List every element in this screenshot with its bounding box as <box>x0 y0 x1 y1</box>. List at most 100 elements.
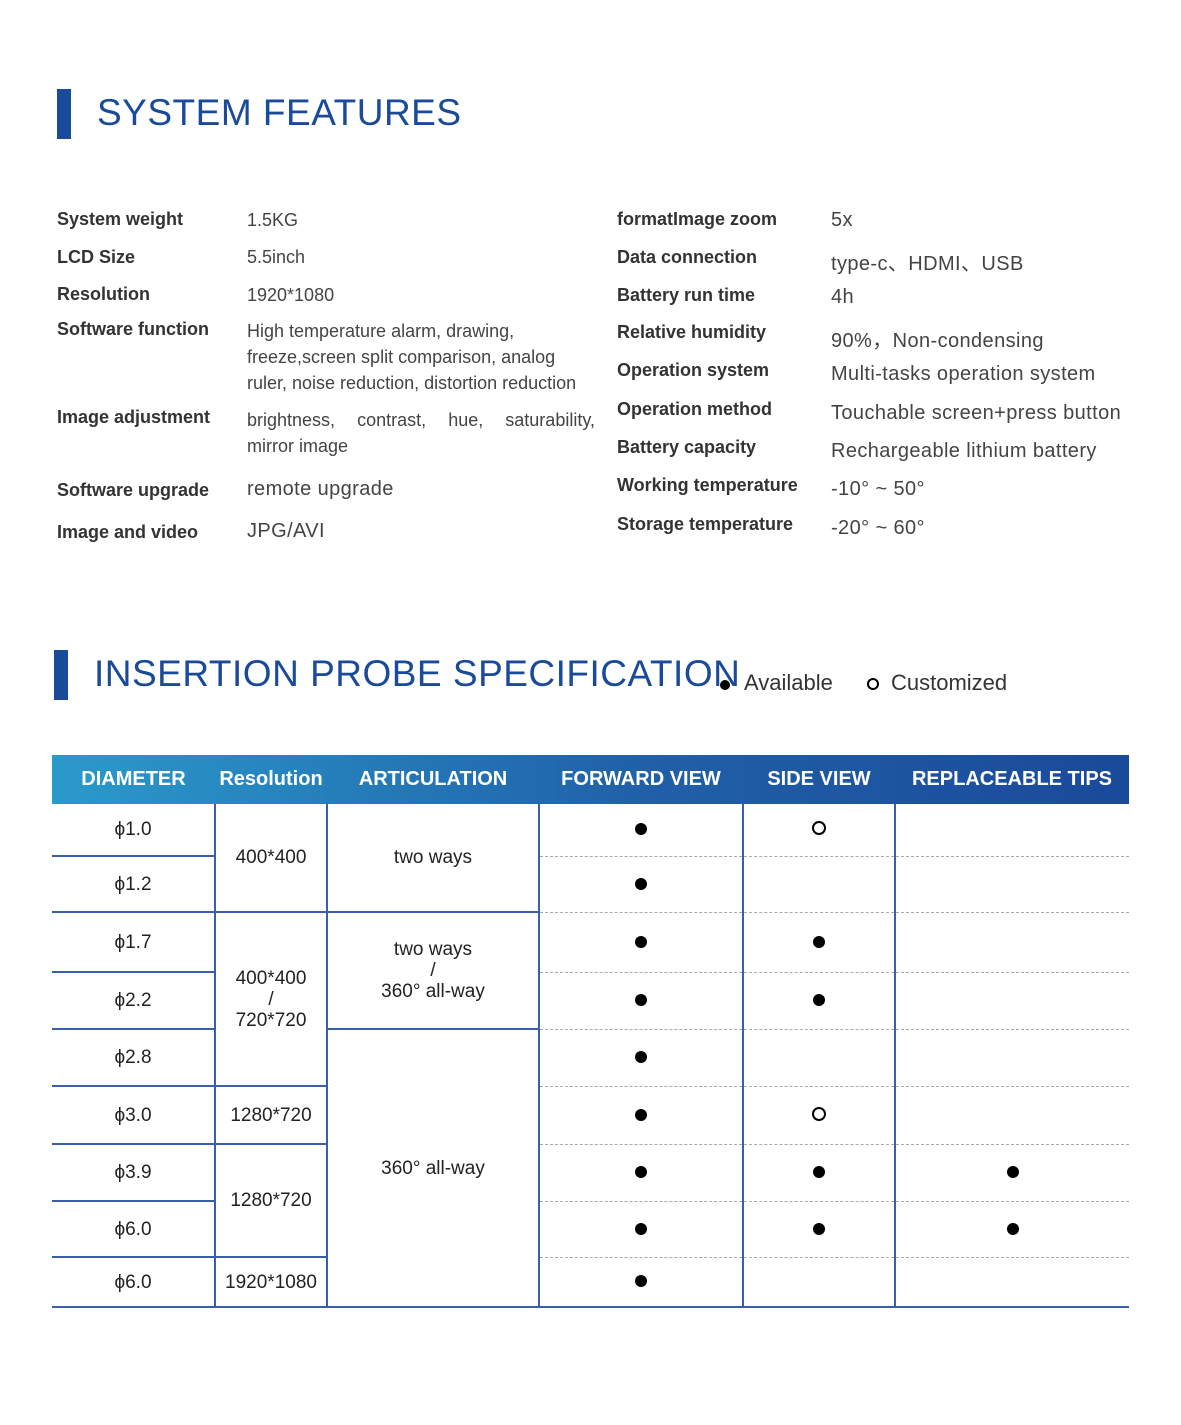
diameter-cell: ϕ3.0 <box>52 1086 215 1145</box>
feature-label: Software function <box>57 319 209 339</box>
articulation-line: 360° all-way <box>381 981 485 1002</box>
table-row: ϕ1.7 400*400/720*720 two ways/360° all-way <box>52 912 1129 1087</box>
filled-dot-icon <box>635 1166 647 1178</box>
feature-label: Battery run time <box>617 285 756 305</box>
table-row: ϕ2.2 <box>52 972 1129 1030</box>
side-view-cell <box>742 912 896 973</box>
feature-value: 1.5KG <box>247 210 299 230</box>
feature-label: Data connection <box>617 247 758 267</box>
feature-label: Relative humidity <box>617 322 767 342</box>
side-view-cell <box>742 1029 896 1087</box>
table-row: ϕ1.0 400*400 two ways <box>52 804 1129 913</box>
table-header-row: DIAMETER Resolution ARTICULATION FORWARD… <box>52 755 1129 804</box>
forward-view-cell <box>539 912 743 973</box>
feature-value: High temperature alarm, drawing, freeze,… <box>247 321 577 393</box>
resolution-line: 1280*720 <box>230 1190 312 1211</box>
section-accent-bar <box>57 89 71 139</box>
articulation-cell: two ways/360° all-way <box>326 912 540 1030</box>
probe-spec-title: INSERTION PROBE SPECIFICATION <box>94 653 741 694</box>
table-row: ϕ3.9 1280*720 <box>52 1144 1129 1258</box>
column-header: ARTICULATION <box>358 768 508 790</box>
diameter-cell: ϕ6.0 <box>52 1201 215 1258</box>
feature-label: Resolution <box>57 284 150 304</box>
feature-label: Image adjustment <box>57 407 211 427</box>
articulation-cell: 360° all-way <box>326 1029 540 1308</box>
replaceable-tips-cell <box>895 1144 1129 1202</box>
feature-value: Multi-tasks operation system <box>831 363 1096 385</box>
resolution-cell: 400*400/720*720 <box>214 912 328 1087</box>
filled-dot-icon <box>635 1051 647 1063</box>
side-view-cell <box>742 1086 896 1145</box>
resolution-cell: 400*400 <box>214 804 328 913</box>
resolution-line: / <box>268 988 274 1010</box>
feature-label: Battery capacity <box>617 437 757 457</box>
filled-dot-icon <box>635 1108 647 1121</box>
feature-value: brightness, contrast, hue, saturability,… <box>247 410 595 456</box>
replaceable-tips-cell <box>895 912 1129 973</box>
filled-dot-icon <box>813 1166 825 1178</box>
forward-view-cell <box>539 804 743 857</box>
feature-label: LCD Size <box>57 247 136 267</box>
feature-label: Image and video <box>57 522 199 542</box>
resolution-cell: 1920*1080 <box>214 1257 328 1308</box>
resolution-line: 400*400 <box>235 967 307 989</box>
filled-dot-icon <box>1006 1222 1019 1235</box>
filled-dot-icon <box>720 680 730 690</box>
open-circle-icon <box>812 821 826 836</box>
replaceable-tips-cell <box>895 972 1129 1030</box>
forward-view-cell <box>539 856 743 913</box>
table-row: ϕ3.0 1280*720 <box>52 1086 1129 1145</box>
feature-label: Operation method <box>617 399 773 419</box>
feature-label: Software upgrade <box>57 480 210 500</box>
articulation-line: two ways <box>393 847 473 868</box>
side-view-cell <box>742 972 896 1030</box>
feature-label: Storage temperature <box>617 514 794 534</box>
replaceable-tips-cell <box>895 804 1129 857</box>
feature-value: Touchable screen+press button <box>831 402 1122 424</box>
column-header: FORWARD VIEW <box>561 768 721 790</box>
resolution-cell: 1280*720 <box>214 1086 328 1145</box>
filled-dot-icon <box>813 994 825 1006</box>
forward-view-cell <box>539 1257 743 1308</box>
system-features-title: SYSTEM FEATURES <box>97 92 462 133</box>
feature-value: 5x <box>831 209 853 231</box>
forward-view-cell <box>539 1201 743 1258</box>
replaceable-tips-cell <box>895 1201 1129 1258</box>
articulation-line: / <box>430 960 436 981</box>
feature-label: formatImage zoom <box>617 209 778 229</box>
open-circle-icon <box>867 678 879 690</box>
feature-value: 5.5inch <box>247 247 306 267</box>
filled-dot-icon <box>635 1222 647 1235</box>
legend-customized: Customized <box>867 670 1007 696</box>
probe-spec-table: DIAMETER Resolution ARTICULATION FORWARD… <box>52 755 1129 1308</box>
feature-value: remote upgrade <box>247 478 394 500</box>
side-view-cell <box>742 1257 896 1308</box>
feature-label: Working temperature <box>617 475 798 495</box>
replaceable-tips-cell <box>895 1086 1129 1145</box>
filled-dot-icon <box>635 1275 647 1288</box>
forward-view-cell <box>539 1086 743 1145</box>
replaceable-tips-cell <box>895 1029 1129 1087</box>
filled-dot-icon <box>635 994 647 1006</box>
legend-label: Available <box>744 670 833 695</box>
resolution-line: 400*400 <box>235 847 307 868</box>
forward-view-cell <box>539 972 743 1030</box>
resolution-line: 720*720 <box>235 1009 307 1031</box>
filled-dot-icon <box>813 1222 825 1235</box>
filled-dot-icon <box>635 877 647 890</box>
feature-value: 1920*1080 <box>247 285 335 305</box>
diameter-cell: ϕ2.2 <box>52 972 215 1030</box>
feature-value: JPG/AVI <box>247 520 326 542</box>
filled-dot-icon <box>813 935 825 948</box>
resolution-line: 1280*720 <box>230 1104 312 1126</box>
side-view-cell <box>742 1201 896 1258</box>
diameter-cell: ϕ1.7 <box>52 912 215 973</box>
side-view-cell <box>742 804 896 857</box>
feature-value: -20° ~ 60° <box>831 517 925 539</box>
resolution-cell: 1280*720 <box>214 1144 328 1258</box>
resolution-line: 1920*1080 <box>225 1271 317 1293</box>
side-view-cell <box>742 1144 896 1202</box>
section-accent-bar <box>54 650 68 700</box>
articulation-line: 360° all-way <box>381 1157 485 1179</box>
